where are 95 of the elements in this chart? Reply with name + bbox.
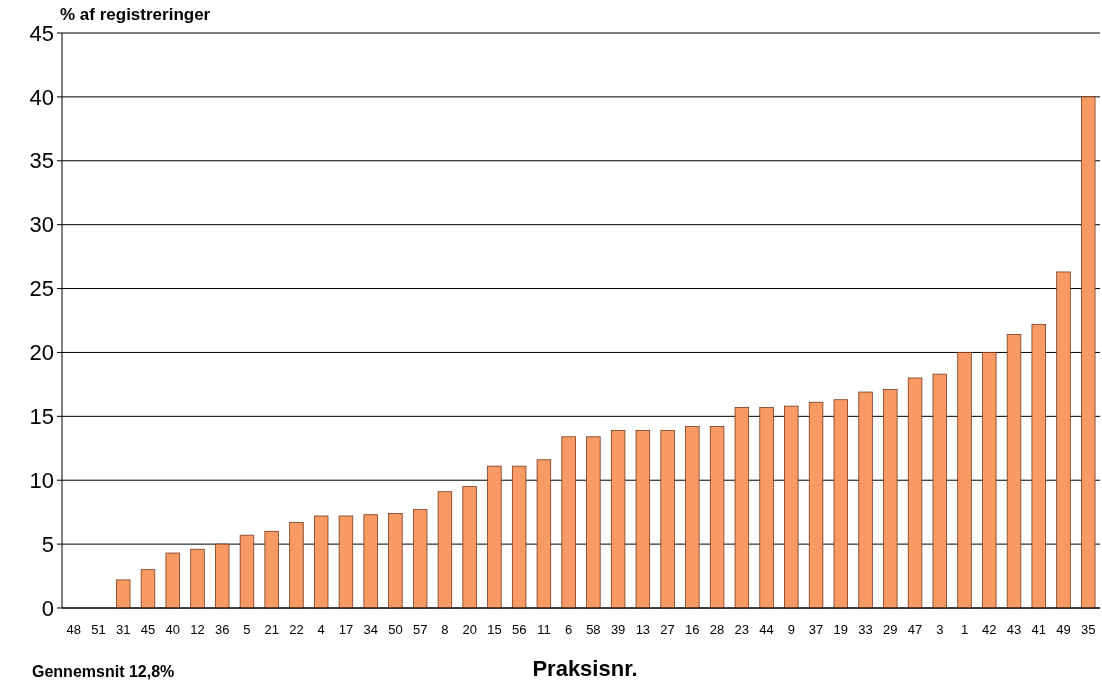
text: Gennemsnit 12,8% xyxy=(32,663,175,680)
y-tick-label: 45 xyxy=(29,20,54,46)
x-tick-label: 58 xyxy=(586,622,601,637)
x-tick-label: 29 xyxy=(883,622,898,637)
y-tick-label: 0 xyxy=(41,595,54,621)
x-tick-label: 3 xyxy=(936,622,944,637)
x-tick-label: 20 xyxy=(462,622,477,637)
bar xyxy=(957,352,972,609)
x-tick-label: 31 xyxy=(116,622,131,637)
x-tick-label: 34 xyxy=(363,622,378,637)
bar xyxy=(1056,271,1071,609)
bar xyxy=(511,465,527,609)
x-tick-label: 6 xyxy=(565,622,573,637)
x-tick-label: 12 xyxy=(190,622,205,637)
bar xyxy=(759,406,774,609)
x-tick-label: 16 xyxy=(685,622,700,637)
bar xyxy=(462,486,477,609)
bar xyxy=(907,377,923,609)
x-tick-label: 44 xyxy=(759,622,774,637)
bar xyxy=(932,373,947,609)
bar xyxy=(808,401,824,609)
x-tick-label: 19 xyxy=(833,622,849,637)
x-tick-label: 36 xyxy=(214,622,230,637)
y-tick-label: 15 xyxy=(29,404,54,430)
bar xyxy=(313,515,329,609)
x-tick-label: 13 xyxy=(635,622,651,637)
bar xyxy=(536,459,552,609)
x-tick-label: 37 xyxy=(808,622,824,637)
bar xyxy=(858,391,873,609)
bar xyxy=(1006,334,1022,609)
x-tick-label: 33 xyxy=(858,622,873,637)
bar xyxy=(982,352,997,609)
bar xyxy=(586,436,601,609)
x-tick-label: 17 xyxy=(338,622,354,637)
bar xyxy=(140,569,156,609)
y-tick-label: 40 xyxy=(29,84,54,110)
bar xyxy=(239,534,255,609)
x-tick-label: 41 xyxy=(1031,622,1046,637)
x-tick-label: 47 xyxy=(907,622,923,637)
bar xyxy=(635,429,651,609)
y-tick-label: 30 xyxy=(29,212,54,238)
x-axis-title: Praksisnr. xyxy=(532,656,638,681)
x-tick-label: 43 xyxy=(1006,622,1022,637)
x-tick-label: 9 xyxy=(787,622,795,637)
bar xyxy=(165,552,180,609)
bar xyxy=(412,509,428,609)
bar xyxy=(338,515,354,609)
x-tick-label: 1 xyxy=(960,622,969,637)
bar xyxy=(289,521,304,609)
bar xyxy=(363,514,378,609)
bar xyxy=(437,491,453,609)
bar xyxy=(487,465,502,609)
y-tick-label: 20 xyxy=(29,340,54,366)
y-tick-label: 35 xyxy=(29,148,54,174)
x-tick-label: 48 xyxy=(66,622,81,637)
x-tick-label: 22 xyxy=(289,622,304,637)
bar xyxy=(685,426,700,609)
bar xyxy=(561,436,576,609)
y-axis-title: % af registreringer xyxy=(60,5,211,24)
x-tick-label: 39 xyxy=(610,622,626,637)
x-tick-label: 40 xyxy=(165,622,180,637)
x-tick-label: 5 xyxy=(243,622,251,637)
x-tick-label: 23 xyxy=(734,622,750,637)
y-tick-label: 10 xyxy=(29,467,54,493)
bar xyxy=(883,389,898,609)
x-tick-label: 42 xyxy=(982,622,997,637)
x-tick-label: 56 xyxy=(511,622,527,637)
x-tick-label: 8 xyxy=(441,622,449,637)
x-tick-label: 21 xyxy=(264,622,279,637)
bar xyxy=(709,426,725,609)
bar xyxy=(833,399,849,609)
bar xyxy=(264,530,279,609)
x-tick-label: 15 xyxy=(487,622,502,637)
bar xyxy=(1081,96,1096,609)
x-tick-label: 27 xyxy=(660,622,675,637)
x-tick-label: 4 xyxy=(317,622,325,637)
x-tick-label: 49 xyxy=(1056,622,1071,637)
x-tick-label: 50 xyxy=(388,622,403,637)
bar xyxy=(215,543,230,609)
x-tick-label: 45 xyxy=(140,622,156,637)
bar xyxy=(388,513,403,609)
bar xyxy=(784,405,799,609)
x-tick-label: 35 xyxy=(1081,622,1096,637)
bar xyxy=(610,429,626,609)
y-tick-label: 25 xyxy=(29,276,54,302)
y-tick-label: 5 xyxy=(41,531,54,557)
bar xyxy=(116,579,131,609)
bar xyxy=(734,406,750,609)
bar xyxy=(1031,323,1046,609)
bar xyxy=(660,429,675,609)
x-tick-label: 11 xyxy=(537,622,551,637)
bar xyxy=(190,548,205,609)
x-tick-label: 51 xyxy=(91,622,106,637)
x-tick-label: 28 xyxy=(709,622,725,637)
x-tick-label: 57 xyxy=(412,622,428,637)
